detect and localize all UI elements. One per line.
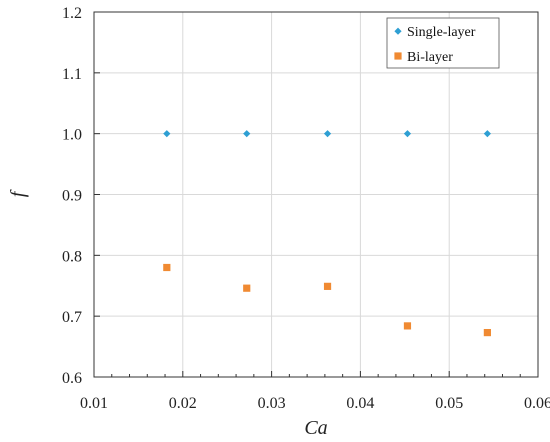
y-tick-label: 1.1 [62, 66, 82, 83]
legend-marker-bi-layer [394, 52, 402, 60]
y-tick-label: 1.2 [62, 5, 82, 22]
data-point-bi-layer [243, 284, 251, 292]
data-point-single-layer [483, 130, 491, 138]
x-tick-labels: 0.01 0.02 0.03 0.04 0.05 0.06 [80, 395, 550, 412]
y-tick-label: 0.9 [62, 188, 82, 205]
legend-marker-single-layer [394, 27, 402, 35]
y-tick-label: 0.8 [62, 248, 82, 265]
data-point-bi-layer [323, 282, 332, 290]
legend-label-bi-layer: Bi-layer [407, 50, 453, 65]
data-point-single-layer [163, 130, 171, 138]
legend-box [386, 17, 500, 69]
data-point-single-layer [403, 130, 412, 138]
data-point-bi-layer [163, 263, 171, 272]
x-tick-label: 0.03 [258, 395, 286, 412]
axis-ticks [93, 11, 539, 378]
x-tick-label: 0.04 [346, 395, 374, 412]
y-tick-labels: 0.6 0.7 0.8 0.9 1.0 1.1 1.2 [62, 5, 82, 387]
data-points [163, 130, 491, 337]
x-tick-label: 0.06 [524, 395, 550, 412]
data-point-bi-layer [403, 322, 412, 330]
data-point-single-layer [243, 130, 251, 138]
x-axis-title: Ca [304, 417, 327, 439]
x-tick-label: 0.01 [80, 395, 108, 412]
legend: Single-layer Bi-layer [386, 17, 500, 69]
y-tick-label: 1.0 [62, 127, 82, 144]
legend-label-single-layer: Single-layer [407, 25, 476, 40]
x-tick-label: 0.02 [169, 395, 197, 412]
data-point-single-layer [323, 130, 332, 138]
y-axis-title: f [7, 189, 29, 197]
y-tick-label: 0.7 [62, 309, 82, 326]
data-point-bi-layer [483, 328, 491, 337]
y-tick-label: 0.6 [62, 370, 82, 387]
x-tick-label: 0.05 [435, 395, 463, 412]
